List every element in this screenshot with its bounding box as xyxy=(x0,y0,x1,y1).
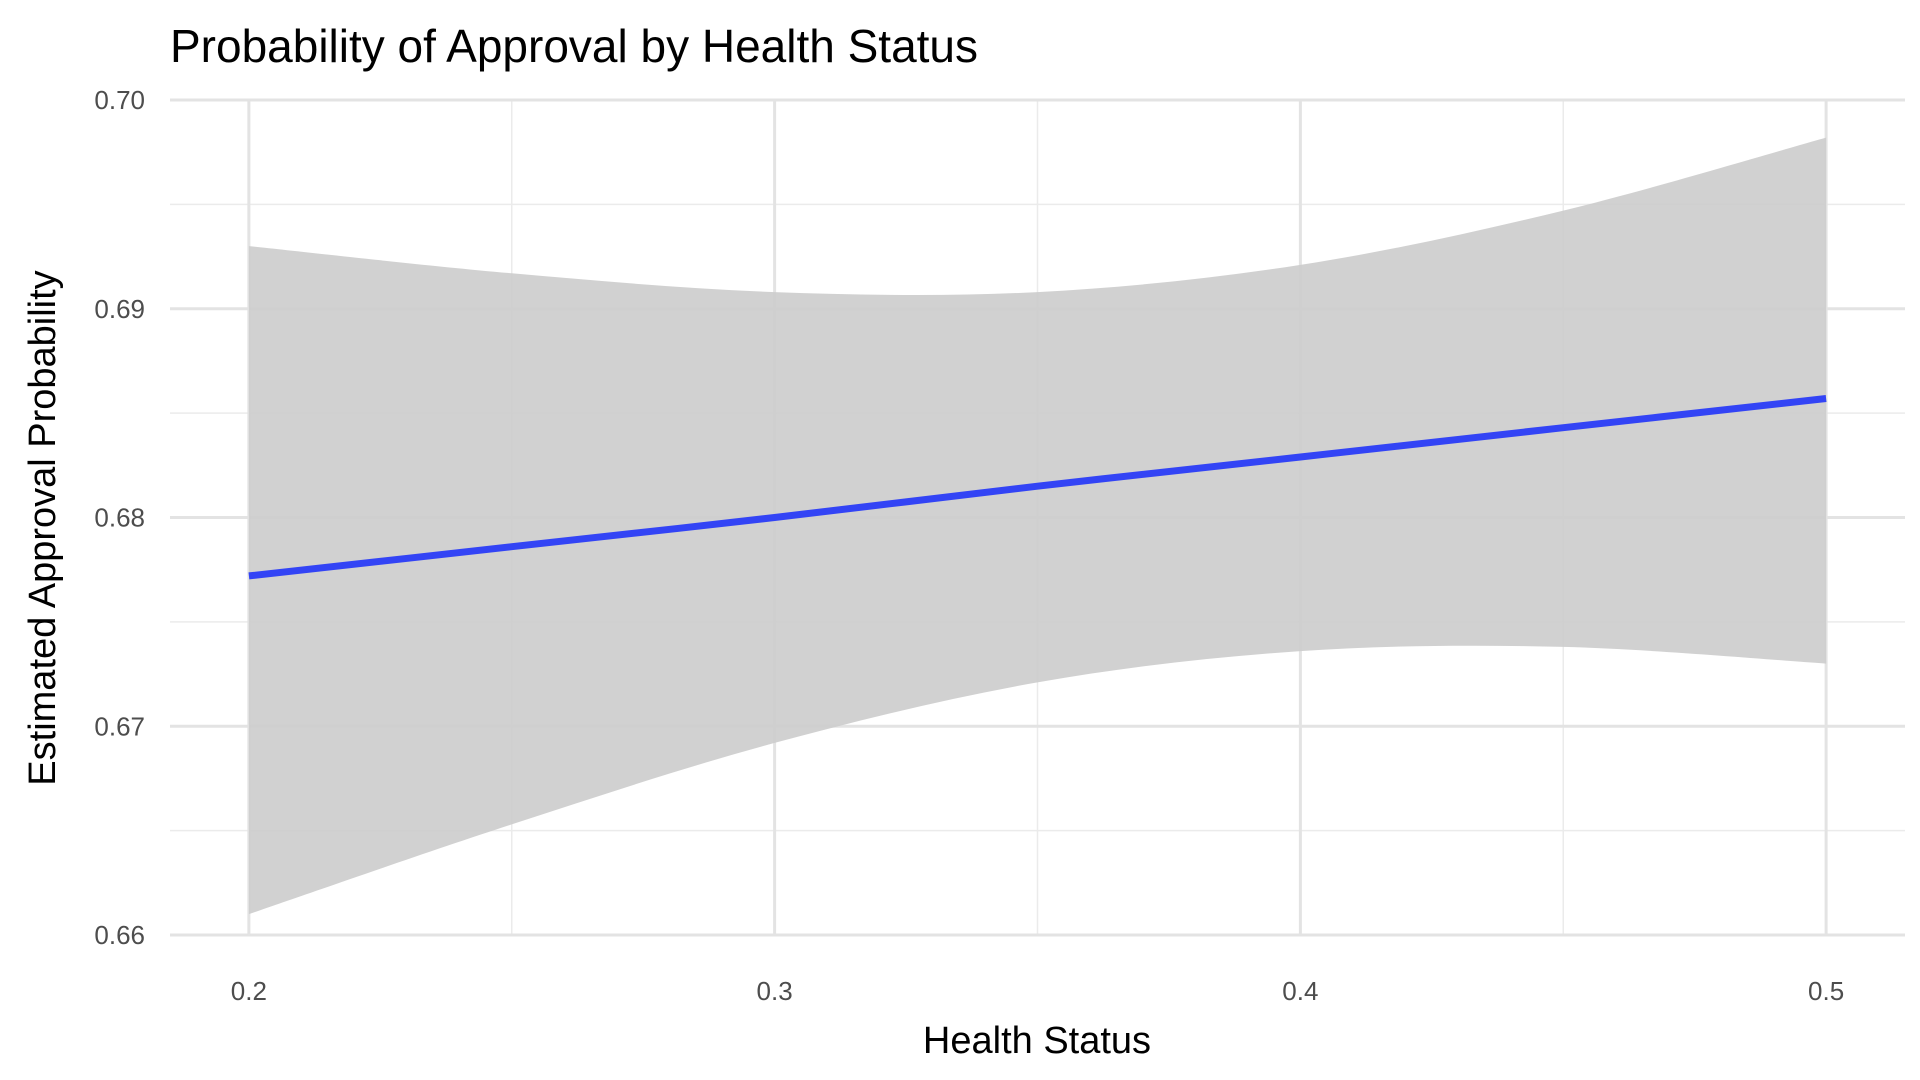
fit-line xyxy=(248,395,1827,580)
y-tick-labels: 0.66 0.67 0.68 0.69 0.70 xyxy=(94,85,145,950)
y-tick-label: 0.69 xyxy=(94,294,145,324)
y-tick-label: 0.67 xyxy=(94,711,145,741)
x-tick-labels: 0.2 0.3 0.4 0.5 xyxy=(231,976,1844,1006)
confidence-band-layer xyxy=(248,137,1827,915)
x-tick-label: 0.5 xyxy=(1808,976,1844,1006)
y-axis-label: Estimated Approval Probability xyxy=(22,270,64,785)
confidence-band xyxy=(248,137,1827,915)
x-tick-label: 0.3 xyxy=(757,976,793,1006)
x-tick-label: 0.2 xyxy=(231,976,267,1006)
x-axis-label: Health Status xyxy=(923,1020,1151,1062)
y-tick-label: 0.70 xyxy=(94,85,145,115)
y-tick-label: 0.68 xyxy=(94,503,145,533)
y-tick-label: 0.66 xyxy=(94,920,145,950)
fit-line-layer xyxy=(248,395,1827,580)
chart-title: Probability of Approval by Health Status xyxy=(170,20,978,72)
x-tick-label: 0.4 xyxy=(1282,976,1318,1006)
